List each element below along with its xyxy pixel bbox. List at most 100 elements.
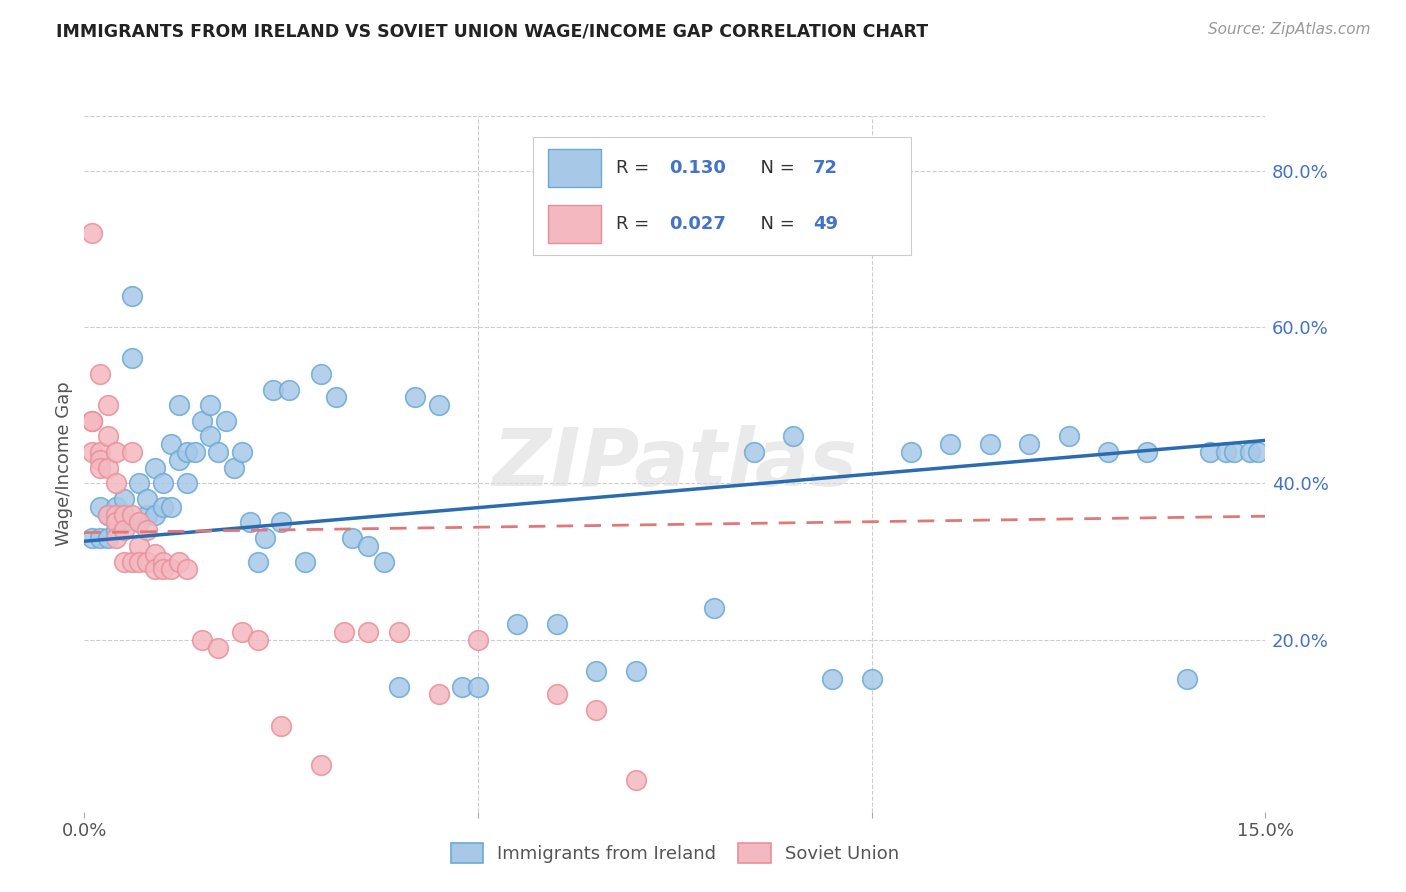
Point <box>262 383 284 397</box>
Point <box>104 516 127 530</box>
Point <box>176 445 198 459</box>
Point <box>160 562 183 576</box>
Point <box>152 555 174 569</box>
Point <box>167 555 190 569</box>
Point <box>821 672 844 686</box>
Point <box>104 531 127 545</box>
Point <box>136 555 159 569</box>
Point <box>128 516 150 530</box>
Point <box>979 437 1001 451</box>
Point <box>89 460 111 475</box>
Point <box>112 508 135 522</box>
Point <box>294 555 316 569</box>
Point <box>207 640 229 655</box>
Point <box>167 398 190 412</box>
Legend: Immigrants from Ireland, Soviet Union: Immigrants from Ireland, Soviet Union <box>441 834 908 872</box>
Point <box>167 453 190 467</box>
Point <box>309 757 332 772</box>
Point <box>89 500 111 514</box>
Point <box>143 562 166 576</box>
Point <box>404 391 426 405</box>
Point <box>215 414 238 428</box>
Point <box>427 398 450 412</box>
Point <box>1199 445 1222 459</box>
Point <box>104 508 127 522</box>
Point <box>183 445 205 459</box>
Point <box>624 664 647 678</box>
Point <box>191 632 214 647</box>
Point <box>1097 445 1119 459</box>
Point <box>89 445 111 459</box>
Point <box>340 531 363 545</box>
Point <box>624 773 647 788</box>
Point <box>325 391 347 405</box>
Point <box>104 523 127 537</box>
Point <box>143 460 166 475</box>
Point <box>1057 429 1080 443</box>
Point <box>1018 437 1040 451</box>
Point <box>128 476 150 491</box>
Point <box>1215 445 1237 459</box>
Point <box>1136 445 1159 459</box>
Point <box>136 508 159 522</box>
Point <box>128 539 150 553</box>
Text: Source: ZipAtlas.com: Source: ZipAtlas.com <box>1208 22 1371 37</box>
Point <box>104 445 127 459</box>
Point <box>121 555 143 569</box>
Point <box>97 508 120 522</box>
Point <box>152 500 174 514</box>
Point <box>900 445 922 459</box>
Point <box>82 445 104 459</box>
Point <box>191 414 214 428</box>
Point <box>357 624 380 639</box>
Point <box>742 445 765 459</box>
Point <box>136 491 159 506</box>
Point <box>782 429 804 443</box>
Point <box>200 398 222 412</box>
Point <box>270 719 292 733</box>
Point <box>585 703 607 717</box>
Point <box>97 531 120 545</box>
Point <box>89 367 111 381</box>
Point <box>136 523 159 537</box>
Point <box>160 500 183 514</box>
Point <box>112 491 135 506</box>
Point <box>143 508 166 522</box>
Point <box>388 680 411 694</box>
Point <box>82 226 104 240</box>
Point <box>270 516 292 530</box>
Point <box>97 429 120 443</box>
Point <box>200 429 222 443</box>
Point <box>222 460 245 475</box>
Point <box>506 617 529 632</box>
Point <box>176 476 198 491</box>
Point <box>104 500 127 514</box>
Y-axis label: Wage/Income Gap: Wage/Income Gap <box>55 382 73 546</box>
Point <box>89 453 111 467</box>
Point <box>231 445 253 459</box>
Point <box>82 531 104 545</box>
Point <box>860 672 883 686</box>
Point <box>357 539 380 553</box>
Point <box>121 351 143 366</box>
Point <box>121 508 143 522</box>
Point <box>546 688 568 702</box>
Point <box>112 555 135 569</box>
Point <box>427 688 450 702</box>
Point <box>467 680 489 694</box>
Point <box>246 555 269 569</box>
Text: IMMIGRANTS FROM IRELAND VS SOVIET UNION WAGE/INCOME GAP CORRELATION CHART: IMMIGRANTS FROM IRELAND VS SOVIET UNION … <box>56 22 928 40</box>
Point <box>152 476 174 491</box>
Point <box>1239 445 1261 459</box>
Point <box>112 523 135 537</box>
Point <box>207 445 229 459</box>
Point <box>373 555 395 569</box>
Point <box>467 632 489 647</box>
Point <box>546 617 568 632</box>
Point <box>121 289 143 303</box>
Point <box>82 414 104 428</box>
Point <box>121 445 143 459</box>
Point <box>152 562 174 576</box>
Point <box>128 555 150 569</box>
Point <box>97 460 120 475</box>
